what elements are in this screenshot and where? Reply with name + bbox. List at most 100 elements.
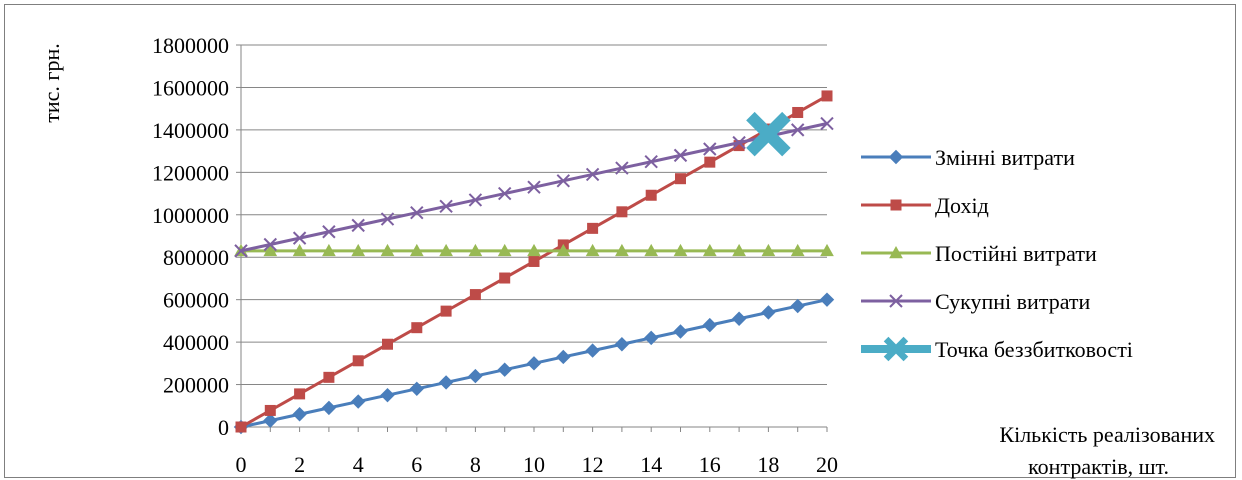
break-even-chart: 0 200000 400000 600000 800000 1000000 1200000 1… <box>39 33 1215 479</box>
y-tick-label: 200000 <box>163 373 229 398</box>
data-point <box>790 298 805 314</box>
y-tick-label: 600000 <box>163 288 229 313</box>
legend-label: Змінні витрати <box>935 145 1075 170</box>
data-point <box>704 156 716 168</box>
y-axis-label: тис. грн. <box>39 43 64 122</box>
x-tick-label: 4 <box>353 452 364 477</box>
data-point <box>352 355 364 367</box>
data-point <box>380 212 395 226</box>
data-point <box>731 311 747 326</box>
data-point <box>819 292 835 307</box>
tick-labels: 0 200000 400000 600000 800000 1000000 1200000 1… <box>152 33 838 477</box>
data-point <box>409 243 424 257</box>
data-point <box>292 243 307 257</box>
chart-frame: 0 200000 400000 600000 800000 1000000 1200000 1… <box>4 4 1236 479</box>
data-point <box>292 407 307 422</box>
data-point <box>761 305 776 320</box>
data-point <box>821 90 833 102</box>
data-point <box>497 243 512 257</box>
data-point <box>321 400 337 416</box>
data-point <box>790 123 805 137</box>
data-point <box>469 289 481 301</box>
legend-label: Сукупні витрати <box>935 289 1091 314</box>
data-point <box>294 388 306 400</box>
x-tick-label: 20 <box>816 452 838 477</box>
data-point <box>468 193 483 207</box>
x-tick-label: 2 <box>294 452 305 477</box>
data-point <box>440 305 452 317</box>
data-point <box>322 225 336 239</box>
data-point <box>351 243 366 257</box>
data-point <box>323 371 335 383</box>
data-point <box>643 330 659 346</box>
legend-entry: Точка беззбитковості <box>861 336 1133 362</box>
data-point <box>820 243 834 257</box>
legend-label: Постійні витрати <box>935 241 1097 266</box>
data-point <box>702 243 717 257</box>
data-point <box>732 243 746 257</box>
data-point <box>409 381 425 397</box>
data-point <box>673 148 688 163</box>
series-1 <box>235 90 833 433</box>
data-point <box>587 222 599 234</box>
data-point <box>497 362 512 377</box>
y-tick-label: 1000000 <box>152 203 229 228</box>
legend-label: Точка беззбитковості <box>935 337 1133 362</box>
data-point <box>616 206 628 218</box>
axes <box>236 44 828 432</box>
legend-entry: Змінні витрати <box>861 145 1075 170</box>
data-point <box>614 337 630 352</box>
data-point <box>263 237 278 252</box>
data-point <box>292 231 307 245</box>
data-point <box>499 272 511 284</box>
data-point <box>556 243 571 257</box>
legend-marker <box>890 199 902 211</box>
data-point <box>351 218 365 233</box>
data-point <box>615 243 629 257</box>
x-tick-label: 12 <box>582 452 604 477</box>
y-tick-label: 1800000 <box>152 33 229 58</box>
legend-label: Дохід <box>935 193 989 218</box>
y-tick-label: 1600000 <box>152 75 229 100</box>
data-point <box>411 322 423 334</box>
data-point <box>468 243 483 257</box>
y-tick-label: 1200000 <box>152 160 229 185</box>
data-point <box>733 140 745 152</box>
data-point <box>644 243 659 257</box>
data-point <box>350 394 366 409</box>
data-point <box>585 243 600 257</box>
data-point <box>702 317 718 333</box>
data-point <box>527 243 541 257</box>
data-point <box>645 189 657 201</box>
data-point <box>585 343 600 358</box>
data-point <box>556 174 571 188</box>
data-point <box>790 243 805 257</box>
data-point <box>792 106 804 118</box>
data-point <box>264 404 276 416</box>
data-point <box>585 167 600 182</box>
series-3 <box>234 116 834 258</box>
data-point <box>382 338 393 350</box>
data-point <box>703 142 717 156</box>
series-2 <box>234 243 834 257</box>
legend-marker <box>889 245 903 259</box>
x-tick-label: 16 <box>699 452 721 477</box>
data-point <box>497 186 512 201</box>
data-point <box>439 243 453 257</box>
data-point <box>615 161 629 175</box>
data-point <box>673 243 688 257</box>
x-tick-label: 6 <box>411 452 422 477</box>
data-point <box>235 421 247 433</box>
legend-entry: Постійні витрати <box>861 241 1097 266</box>
series-4 <box>746 111 791 157</box>
x-tick-label: 10 <box>523 452 545 477</box>
x-tick-label: 18 <box>757 452 779 477</box>
legend-entry: Сукупні витрати <box>861 289 1091 314</box>
data-point <box>761 243 776 257</box>
x-axis-label-line1: Кількість реалізованих <box>999 422 1215 447</box>
x-tick-label: 14 <box>640 452 662 477</box>
data-point <box>438 375 454 390</box>
data-point <box>746 111 791 157</box>
series-layer <box>233 90 835 435</box>
y-tick-label: 1400000 <box>152 118 229 143</box>
